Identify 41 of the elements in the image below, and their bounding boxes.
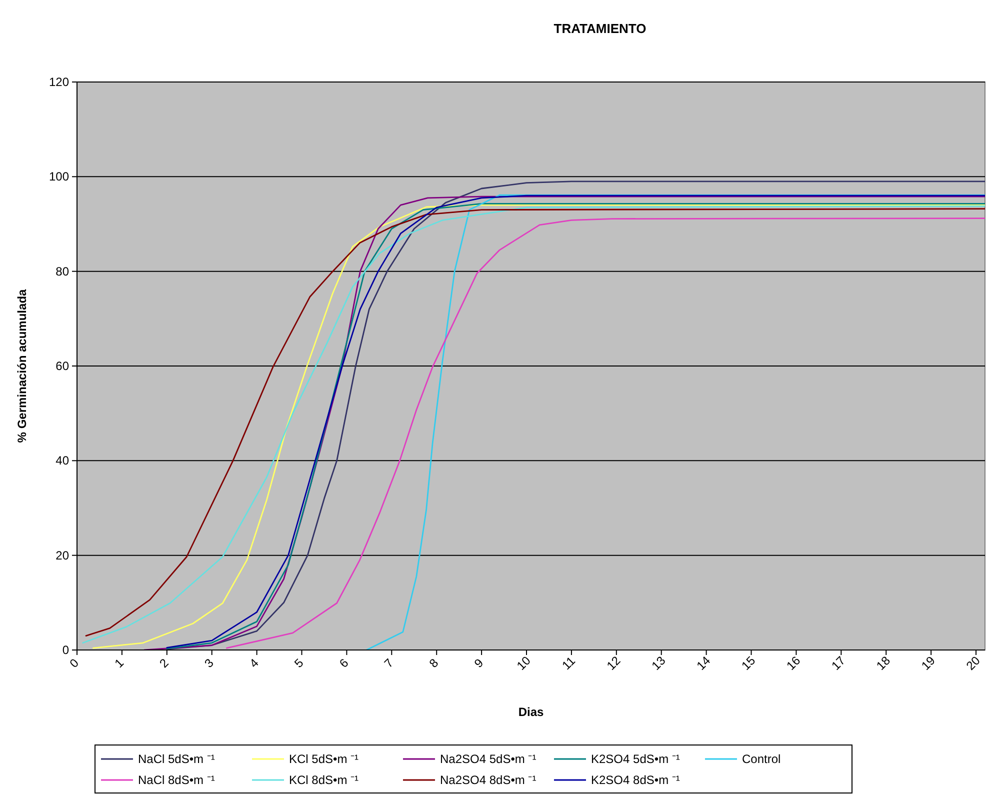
x-tick-label: 13 [648, 653, 668, 673]
legend-label: Control [742, 752, 781, 766]
x-tick-label: 10 [514, 653, 534, 673]
y-tick-label: 0 [62, 643, 70, 657]
x-tick-label: 14 [694, 653, 714, 673]
x-tick-label: 11 [559, 654, 578, 673]
y-tick-label: 120 [48, 75, 70, 89]
legend-label: Na2SO4 5dS•m ⁻¹ [440, 752, 536, 766]
y-tick-label: 20 [56, 548, 70, 562]
y-tick-label: 60 [56, 359, 70, 373]
x-tick-label: 1 [112, 656, 127, 670]
x-tick-label: 2 [156, 656, 172, 670]
x-tick-label: 19 [918, 653, 938, 673]
x-tick-label: 0 [66, 656, 82, 670]
x-tick-label: 18 [874, 653, 894, 673]
x-tick-label: 4 [246, 656, 262, 670]
x-tick-label: 7 [382, 656, 396, 670]
legend-label: K2SO4 8dS•m ⁻¹ [591, 773, 680, 787]
x-tick-label: 16 [784, 653, 804, 673]
y-tick-label: 40 [56, 454, 70, 468]
chart-title: TRATAMIENTO [554, 21, 646, 36]
x-tick-label: 15 [738, 653, 758, 673]
x-tick-label: 12 [604, 653, 624, 673]
line-series [366, 194, 985, 650]
legend-label: KCl 8dS•m ⁻¹ [289, 773, 359, 787]
legend-label: K2SO4 5dS•m ⁻¹ [591, 752, 680, 766]
x-tick-label: 3 [202, 656, 217, 670]
legend-label: NaCl 5dS•m ⁻¹ [138, 752, 215, 766]
legend-label: Na2SO4 8dS•m ⁻¹ [440, 773, 536, 787]
y-tick-label: 100 [48, 170, 70, 184]
x-tick-label: 5 [292, 656, 306, 670]
y-tick-label: 80 [56, 264, 70, 278]
x-tick-label: 20 [964, 653, 984, 673]
x-tick-label: 6 [336, 656, 352, 670]
legend-label: NaCl 8dS•m ⁻¹ [138, 773, 215, 787]
x-tick-label: 17 [828, 653, 848, 673]
x-tick-label: 9 [471, 656, 486, 670]
legend-label: KCl 5dS•m ⁻¹ [289, 752, 359, 766]
y-axis-title: % Germinación acumulada [15, 288, 29, 443]
x-axis-title: Dias [518, 705, 544, 719]
x-tick-label: 8 [426, 656, 442, 670]
